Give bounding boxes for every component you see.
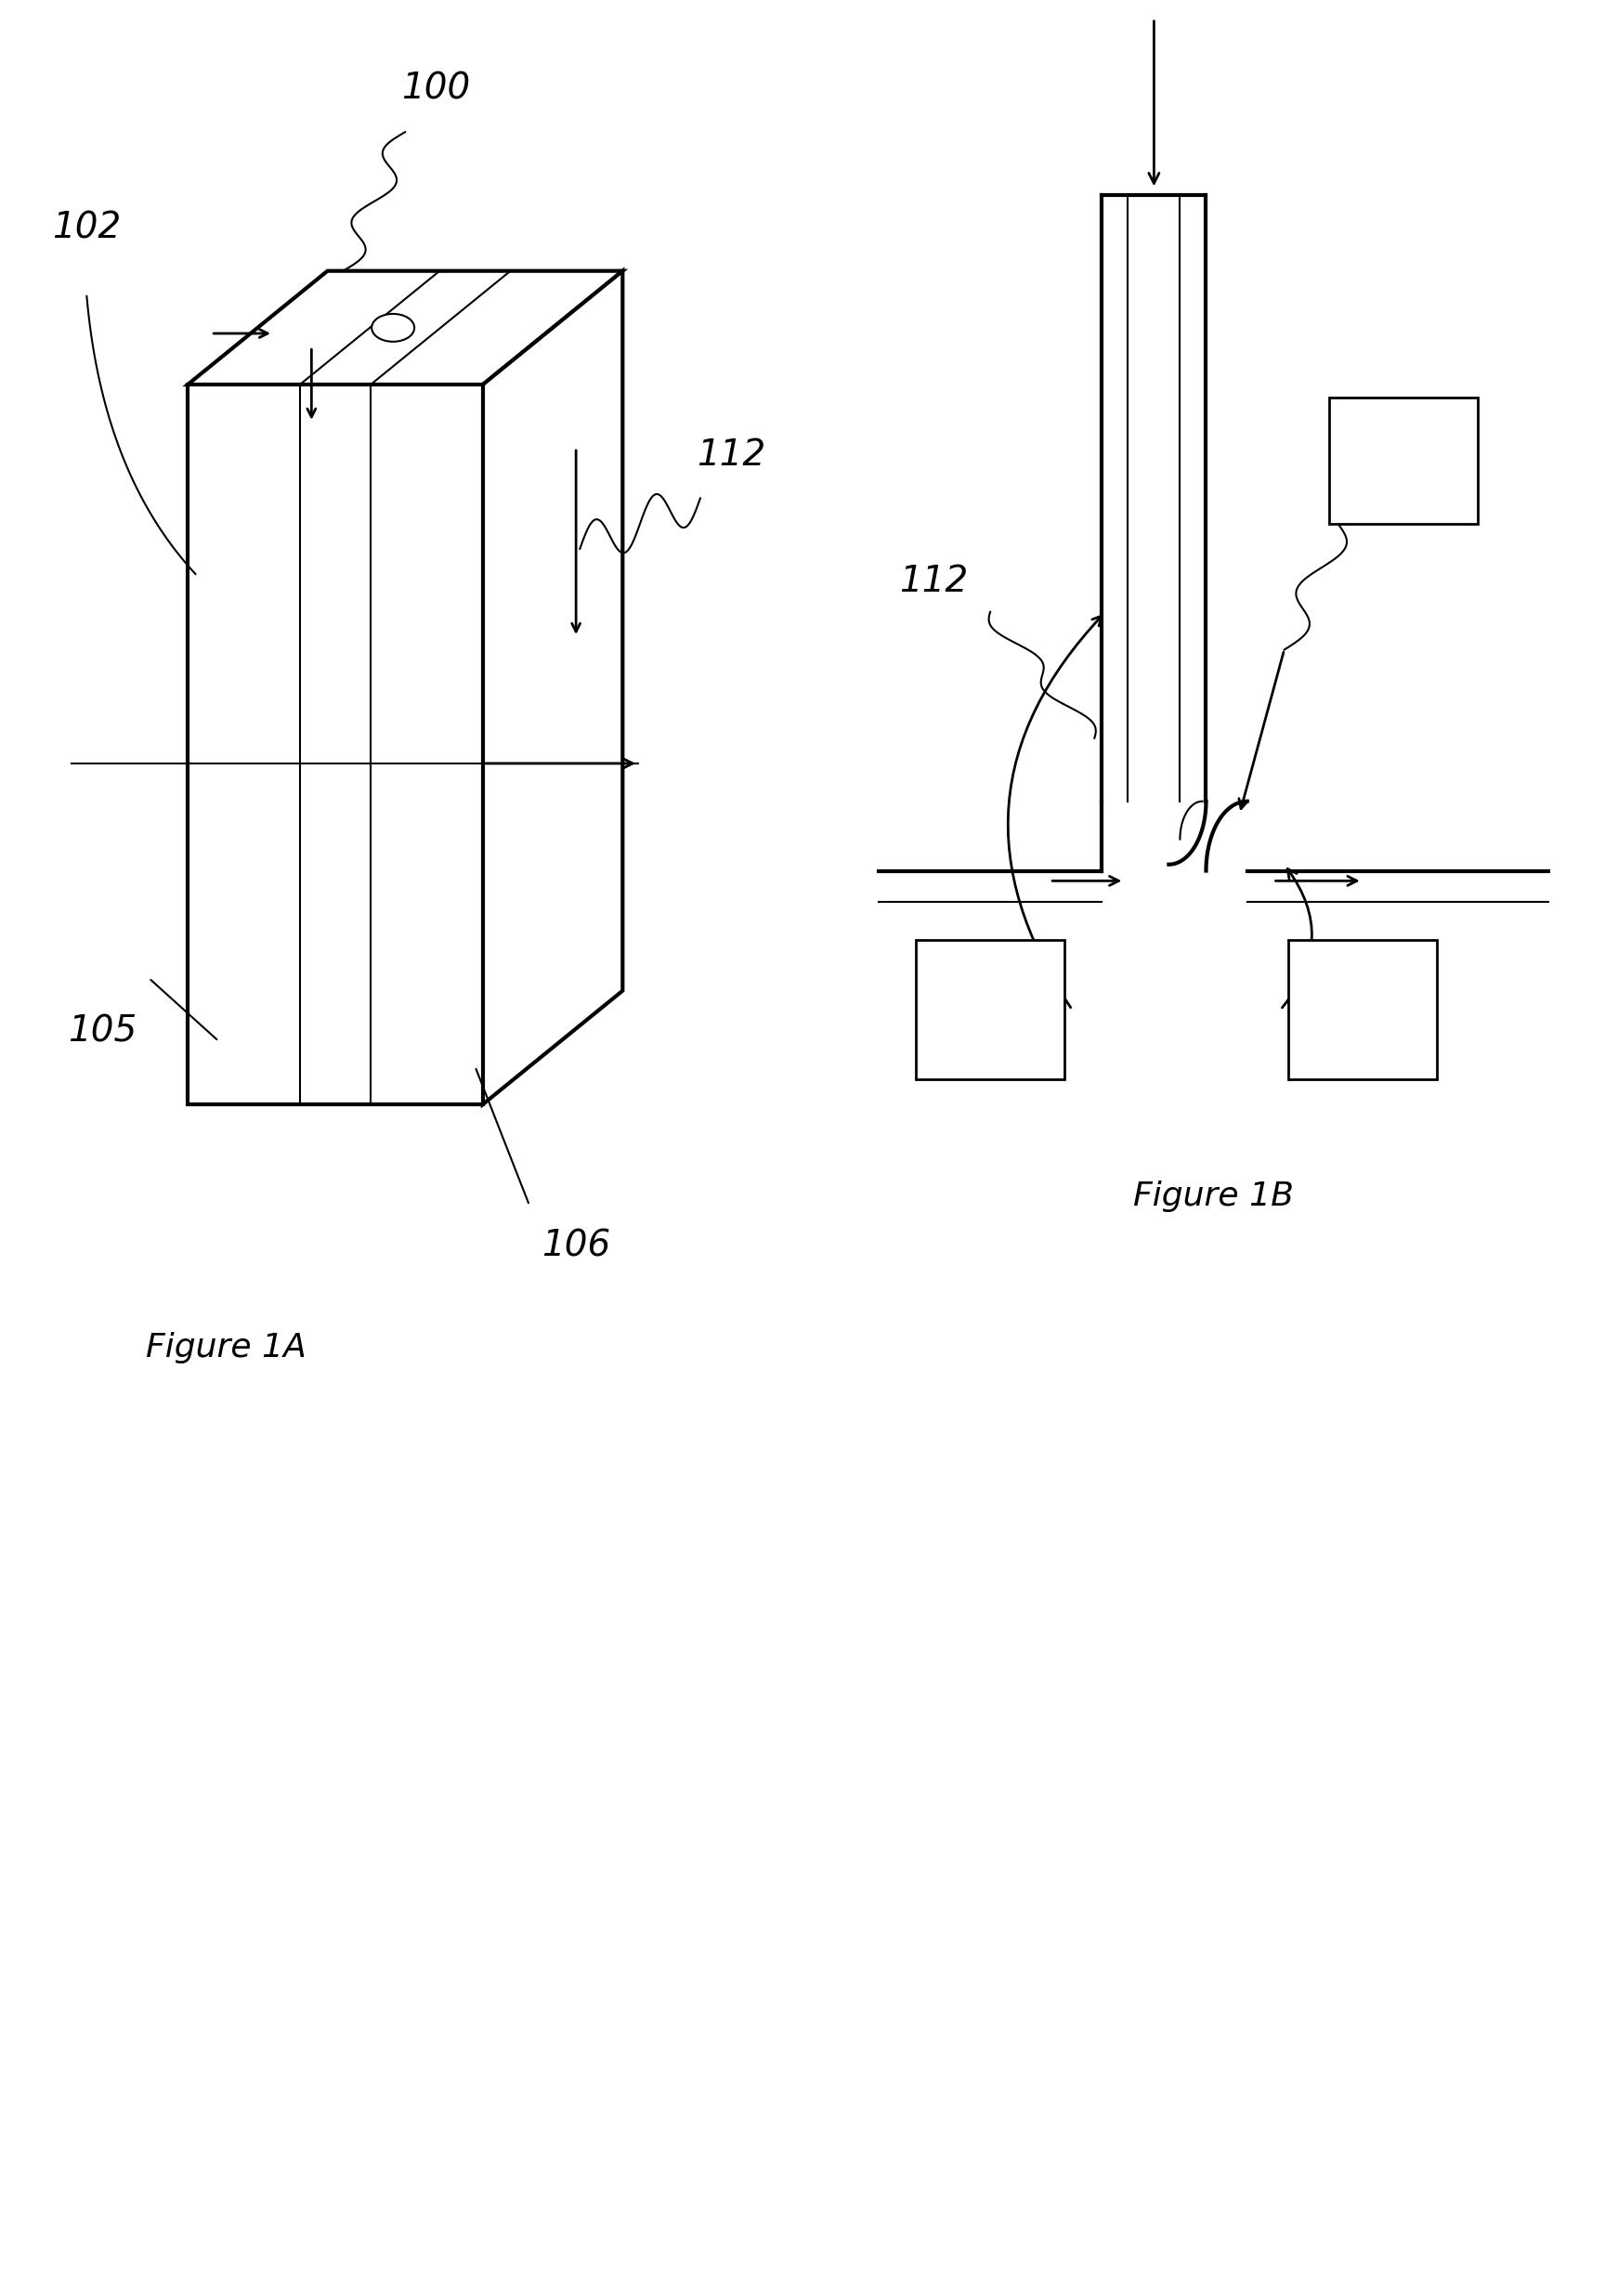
- Text: 106: 106: [542, 1228, 610, 1263]
- Text: 102: 102: [52, 211, 121, 246]
- Polygon shape: [482, 271, 623, 1104]
- FancyBboxPatch shape: [916, 941, 1065, 1079]
- Text: 112: 112: [697, 439, 765, 473]
- Text: 110: 110: [1328, 992, 1396, 1026]
- FancyBboxPatch shape: [1288, 941, 1437, 1079]
- Text: Figure 1A: Figure 1A: [146, 1332, 307, 1364]
- Text: 105: 105: [68, 1013, 138, 1049]
- Text: 100: 100: [401, 71, 471, 108]
- FancyBboxPatch shape: [1328, 397, 1477, 523]
- Text: Figure 1B: Figure 1B: [1133, 1180, 1294, 1212]
- Polygon shape: [188, 271, 623, 383]
- Text: 112: 112: [1369, 443, 1438, 478]
- Text: 108: 108: [956, 992, 1024, 1026]
- Polygon shape: [188, 383, 482, 1104]
- Text: 112: 112: [900, 565, 968, 599]
- Ellipse shape: [372, 315, 414, 342]
